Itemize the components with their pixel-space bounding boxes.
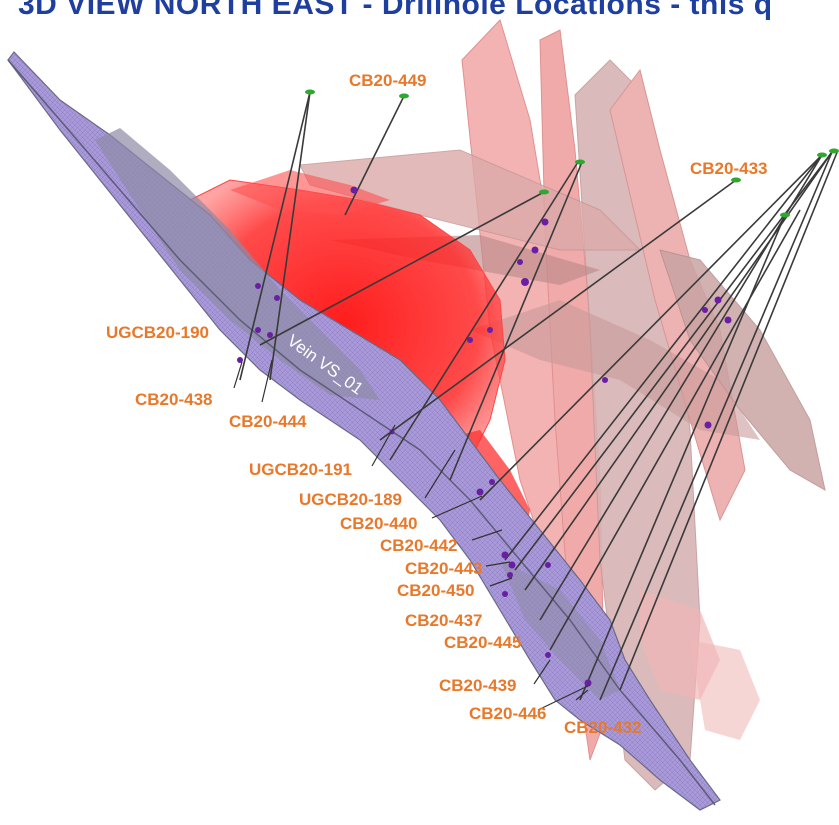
intercept-markers xyxy=(237,186,732,687)
hole-label-cb20-433: CB20-433 xyxy=(690,159,768,178)
intercept-marker xyxy=(255,327,261,333)
collar-marker xyxy=(575,159,585,165)
leader-line xyxy=(471,529,503,541)
intercept-marker xyxy=(531,246,539,254)
intercept-marker xyxy=(517,259,523,265)
page-title: 3D VIEW NORTH EAST - Drillhole Locations… xyxy=(18,0,773,21)
hole-trace xyxy=(619,149,839,691)
collar-marker xyxy=(817,152,827,158)
hole-label-cb20-440: CB20-440 xyxy=(340,514,418,533)
intercept-marker xyxy=(350,186,358,194)
hole-trace xyxy=(379,179,737,441)
hole-trace xyxy=(239,91,311,381)
drillhole-labels: CB20-449 CB20-433 UGCB20-190 CB20-438 CB… xyxy=(106,71,768,737)
hole-label-ugcb20-189: UGCB20-189 xyxy=(299,490,402,509)
hole-trace xyxy=(539,154,823,621)
hole-label-cb20-432: CB20-432 xyxy=(564,718,642,737)
hole-trace xyxy=(344,95,405,216)
intercept-marker xyxy=(501,551,509,559)
hole-trace xyxy=(259,191,545,346)
hole-label-cb20-443: CB20-443 xyxy=(405,559,483,578)
hole-trace xyxy=(504,154,823,561)
intercept-marker xyxy=(237,357,243,363)
fault-plane xyxy=(640,590,720,700)
hole-trace xyxy=(514,151,833,571)
collar-marker xyxy=(399,93,409,99)
hole-label-cb20-438: CB20-438 xyxy=(135,390,213,409)
leader-line xyxy=(533,659,551,685)
hole-label-cb20-444: CB20-444 xyxy=(229,412,307,431)
intercept-marker xyxy=(508,561,516,569)
intercept-marker xyxy=(714,296,722,304)
vein-vs01-surface xyxy=(7,51,721,811)
intercept-marker xyxy=(724,316,732,324)
intercept-marker xyxy=(704,421,712,429)
collar-marker xyxy=(829,148,839,154)
intercept-marker xyxy=(467,337,473,343)
intercept-marker xyxy=(541,218,549,226)
hole-label-ugcb20-190: UGCB20-190 xyxy=(106,323,209,342)
hole-trace xyxy=(389,161,579,461)
intercept-marker xyxy=(489,479,495,485)
hole-label-cb20-439: CB20-439 xyxy=(439,676,517,695)
leader-line xyxy=(424,449,456,499)
leader-line xyxy=(431,495,483,519)
hole-label-cb20-445: CB20-445 xyxy=(444,633,522,652)
collar-markers xyxy=(305,89,839,218)
leader-line xyxy=(485,561,511,567)
hole-trace xyxy=(579,214,786,701)
intercept-marker xyxy=(502,591,508,597)
leader-line xyxy=(371,424,396,467)
intercept-marker xyxy=(267,332,273,338)
leader-line xyxy=(489,577,513,587)
leader-line xyxy=(233,361,243,389)
collar-marker xyxy=(731,177,741,183)
hole-trace xyxy=(449,161,583,481)
drillhole-traces xyxy=(239,91,839,701)
collar-marker xyxy=(780,212,790,218)
hole-label-cb20-450: CB20-450 xyxy=(397,581,475,600)
intercept-marker xyxy=(487,327,493,333)
intercept-marker xyxy=(521,278,529,286)
hole-label-cb20-449: CB20-449 xyxy=(349,71,427,90)
intercept-marker xyxy=(255,283,261,289)
leader-line xyxy=(575,689,589,701)
intercept-marker xyxy=(476,488,484,496)
hole-trace xyxy=(599,151,833,701)
hole-label-ugcb20-191: UGCB20-191 xyxy=(249,460,352,479)
hole-trace xyxy=(269,91,311,381)
leader-line xyxy=(537,684,591,711)
label-leaders xyxy=(233,359,591,711)
hole-trace xyxy=(549,209,801,651)
collar-marker xyxy=(539,189,549,195)
hole-label-cb20-442: CB20-442 xyxy=(380,536,458,555)
intercept-marker xyxy=(274,295,280,301)
leader-line xyxy=(261,359,273,403)
intercept-marker xyxy=(545,652,551,658)
hole-label-cb20-446: CB20-446 xyxy=(469,704,547,723)
hole-label-cb20-437: CB20-437 xyxy=(405,611,483,630)
hole-trace xyxy=(479,154,823,501)
intercept-marker xyxy=(507,572,513,578)
intercept-marker xyxy=(545,562,551,568)
intercept-marker xyxy=(602,377,608,383)
collar-marker xyxy=(305,89,315,95)
intercept-marker xyxy=(702,307,708,313)
fault-plane xyxy=(690,640,760,740)
fault-plane xyxy=(470,300,760,440)
